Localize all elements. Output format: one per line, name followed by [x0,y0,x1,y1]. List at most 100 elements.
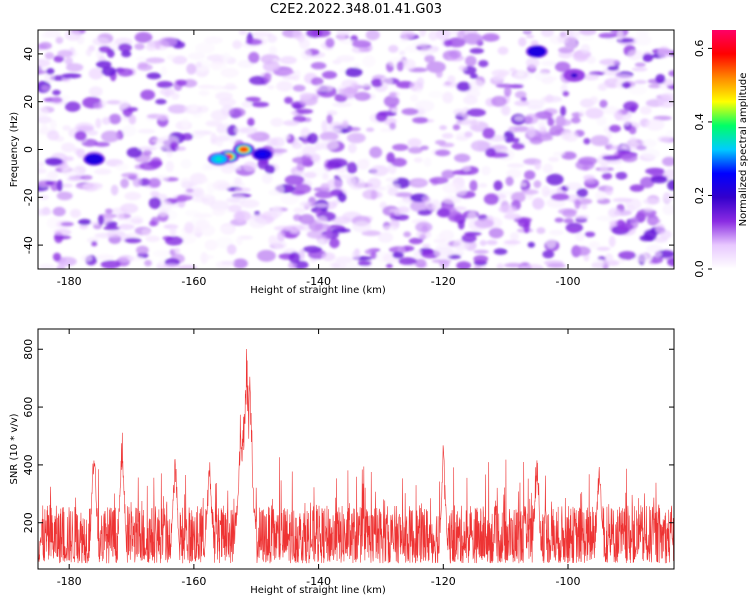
heatmap-cell [534,160,542,170]
heatmap-cell [644,206,654,212]
heatmap-cell [621,82,631,89]
heatmap-cell [542,250,555,259]
heatmap-cell [228,204,242,213]
heatmap-cell [509,232,520,241]
heatmap-cell [316,239,326,247]
heatmap-cell [575,214,590,220]
heatmap-cell [336,55,355,63]
heatmap-cell [668,70,674,77]
heatmap-ytick-label: -40 [22,236,35,254]
heatmap-cell [232,258,248,269]
heatmap-cell [232,40,242,50]
heatmap-cell [149,220,157,227]
heatmap-cell [268,235,278,246]
heatmap-cell [650,255,664,264]
heatmap-cell [584,231,596,238]
heatmap-cell [335,30,353,33]
heatmap-cell [586,55,596,64]
heatmap-cell [38,59,51,68]
heatmap-cell [415,88,423,94]
heatmap-cell [481,165,491,176]
heatmap-cell [181,133,193,141]
heatmap-cell [527,125,536,138]
heatmap-cell [326,178,343,190]
heatmap-cell [292,84,306,92]
heatmap-cell [654,251,662,258]
heatmap-cell [209,60,227,70]
heatmap-cell [273,240,287,250]
heatmap-cell [57,49,73,58]
heatmap-cell [479,240,487,246]
heatmap-cell [269,45,277,56]
heatmap-cell [187,52,206,60]
heatmap-cell [497,46,509,55]
heatmap-cell [110,184,119,196]
heatmap-cell [209,200,230,211]
heatmap-cell [410,94,419,103]
heatmap-cell [52,206,66,217]
heatmap-cell [299,92,313,100]
heatmap-cell [562,209,577,218]
heatmap-cell [422,243,431,248]
heatmap-cell [478,183,488,188]
heatmap-cell [64,101,81,112]
heatmap-cell [91,241,98,247]
heatmap-cell [599,99,608,109]
heatmap-cell [612,197,633,203]
heatmap-cell [321,120,328,133]
heatmap-cell [169,225,177,237]
heatmap-cell [463,32,483,45]
heatmap-cell [635,253,653,263]
heatmap-cell [660,92,674,100]
heatmap-cell [301,49,312,60]
heatmap-cell [648,84,662,89]
heatmap-cell [382,225,398,232]
heatmap-cell [396,61,404,72]
heatmap-cell [628,85,647,96]
heatmap-cell [38,208,52,216]
heatmap-cell [419,30,427,37]
heatmap-cell [351,40,372,48]
heatmap-cell [145,57,165,64]
heatmap-cell [256,249,276,262]
heatmap-cell [545,237,557,249]
heatmap-cell [118,100,130,110]
heatmap-cells [38,30,674,269]
heatmap-cell [565,182,583,191]
heatmap-cell [519,182,527,187]
heatmap-cell [602,106,620,115]
heatmap-cell [370,78,384,88]
heatmap-cell [414,258,427,268]
heatmap-cell [61,183,74,188]
heatmap-cell [144,259,152,267]
heatmap-cell [483,193,499,205]
heatmap-xtick-label: -160 [181,275,206,288]
heatmap-cell [576,188,588,198]
heatmap-cell [346,162,358,174]
heatmap-cell [554,217,564,223]
heatmap-cell [434,140,447,145]
heatmap-cell [310,61,327,70]
heatmap-cell [293,207,306,214]
heatmap-cell [66,177,83,182]
heatmap-cell [523,30,531,33]
heatmap-cell [130,215,144,225]
heatmap-cell [514,100,530,107]
heatmap-hotspot [570,73,578,78]
heatmap-cell [262,60,280,72]
heatmap-cell [536,227,546,235]
heatmap-cell [46,68,55,75]
heatmap-cell [590,135,610,147]
heatmap-cell [419,47,435,56]
heatmap-cell [248,216,267,229]
heatmap-cell [392,251,404,259]
heatmap-cell [415,221,433,233]
heatmap-cell [524,113,539,124]
heatmap-cell [357,260,372,266]
heatmap-cell [56,191,73,201]
heatmap-cell [511,137,520,143]
heatmap-cell [337,192,347,203]
heatmap-cell [439,125,447,131]
heatmap-cell [507,163,525,168]
heatmap-cell [122,125,137,137]
